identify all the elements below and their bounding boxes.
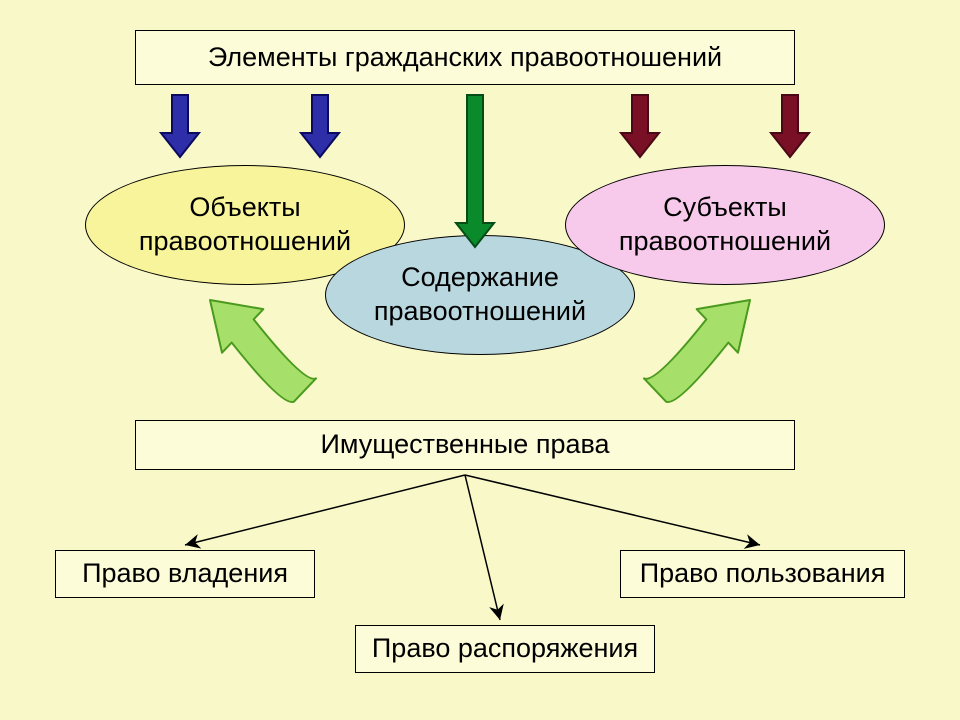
box-right-3: Право пользования bbox=[620, 550, 905, 598]
box-middle-title: Имущественные права bbox=[135, 420, 795, 470]
box-top-title: Элементы гражданских правоотношений bbox=[135, 30, 795, 85]
box-right-1-text: Право владения bbox=[82, 557, 288, 591]
ellipse-subjects-text: Субъектыправоотношений bbox=[619, 191, 831, 259]
box-middle-title-text: Имущественные права bbox=[320, 428, 609, 462]
box-top-title-text: Элементы гражданских правоотношений bbox=[208, 41, 722, 75]
box-right-3-text: Право пользования bbox=[640, 557, 886, 591]
box-right-2-text: Право распоряжения bbox=[372, 632, 638, 666]
diagram-canvas: Элементы гражданских правоотношений Имущ… bbox=[0, 0, 960, 720]
ellipse-objects-text: Объектыправоотношений bbox=[139, 191, 351, 259]
box-right-2: Право распоряжения bbox=[355, 625, 655, 673]
ellipse-subjects: Субъектыправоотношений bbox=[565, 165, 885, 285]
ellipse-content-text: Содержаниеправоотношений bbox=[374, 261, 586, 329]
box-right-1: Право владения bbox=[55, 550, 315, 598]
arrows-layer bbox=[0, 0, 960, 720]
